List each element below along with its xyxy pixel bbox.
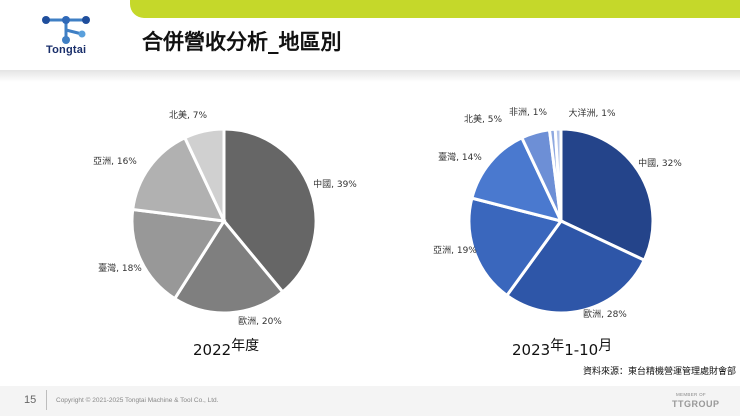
slice-label: 亞洲, 19% [433, 245, 477, 256]
pie-slice [131, 135, 227, 223]
pie-slice [182, 127, 226, 222]
footer [0, 386, 740, 416]
chart-caption-2022: 2022年度 [193, 338, 260, 360]
pie-slice [559, 127, 655, 263]
caption-suffix-year: 年 [550, 338, 565, 354]
slice-label: 非洲, 1% [509, 106, 547, 118]
footer-divider [46, 390, 47, 410]
chart-caption-2023: 2023年1-10月 [512, 338, 613, 360]
pie-slice [504, 219, 647, 315]
slice-label: 北美, 7% [169, 109, 207, 121]
caption-months: 1-10 [564, 341, 599, 359]
slice-label: 亞洲, 16% [93, 156, 137, 167]
slice-label: 歐洲, 20% [238, 315, 282, 327]
slice-label: 北美, 5% [464, 113, 502, 125]
pie-slice [470, 135, 564, 224]
pie-chart-2023: 中國, 32% 歐洲, 28% 亞洲, 19% 臺灣, 14% 北美, 5% 非洲, 1%… [433, 106, 682, 320]
caption-suffix: 年度 [231, 338, 260, 354]
pie-slice [467, 196, 564, 298]
slice-label: 臺灣, 14% [438, 151, 482, 163]
caption-year: 2023 [512, 341, 551, 359]
copyright-text: Copyright © 2021-2025 Tongtai Machine & … [56, 397, 219, 404]
pie-chart-2022: 中國, 39% 歐洲, 20% 臺灣, 18% 亞洲, 16% 北美, 7% [93, 109, 357, 327]
slice-label: 中國, 32% [638, 157, 682, 169]
pie-slice [130, 207, 227, 301]
accent-bar [130, 0, 740, 18]
slice-label: 歐洲, 28% [583, 308, 627, 320]
pie-slice [222, 127, 318, 295]
page-title: 合併營收分析_地區別 [142, 30, 342, 54]
slice-label: 大洋洲, 1% [569, 107, 616, 119]
caption-suffix-month: 月 [598, 338, 613, 354]
header-divider [0, 70, 740, 82]
slice-label: 臺灣, 18% [98, 262, 142, 274]
tongtai-logo-icon [42, 16, 90, 44]
caption-year: 2022 [193, 341, 232, 359]
pie-slice [553, 127, 563, 222]
pie-slice [172, 218, 285, 315]
slice-label: 中國, 39% [313, 178, 357, 190]
page-number: 15 [24, 394, 37, 406]
logo-text: Tongtai [46, 44, 87, 56]
member-of-text: MEMBER OF [676, 392, 706, 397]
ttgroup-logo: TTGROUP [672, 399, 720, 409]
source-note: 資料來源：東台精機營運管理處財會部 [582, 367, 736, 377]
